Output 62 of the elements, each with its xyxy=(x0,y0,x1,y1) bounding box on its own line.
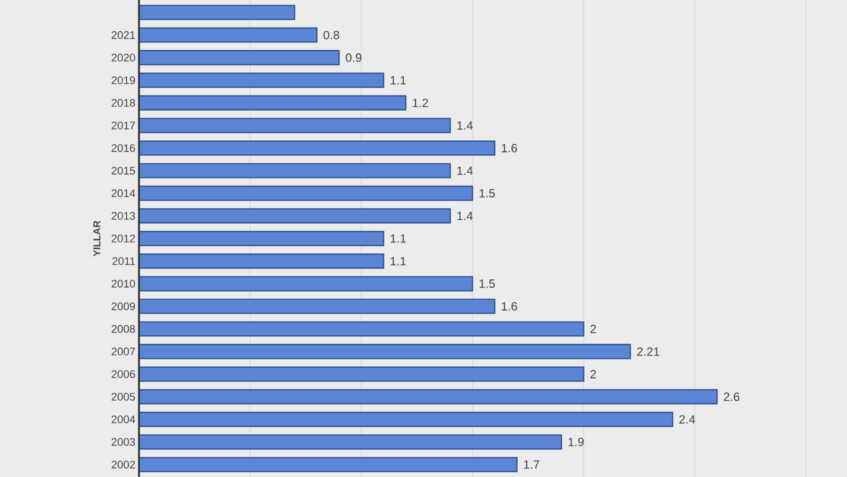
data-label: 1.6 xyxy=(502,302,518,311)
y-tick-label: 2021 xyxy=(112,31,135,39)
bar xyxy=(138,276,474,292)
bar xyxy=(138,140,496,156)
y-tick-label: 2020 xyxy=(112,54,136,62)
y-tick-label: 2014 xyxy=(112,189,136,198)
bar xyxy=(138,366,584,382)
bar xyxy=(138,27,318,43)
y-tick-label: 2016 xyxy=(112,144,135,152)
bar xyxy=(138,50,340,66)
y-tick-label: 2009 xyxy=(112,302,135,310)
y-tick-label: 2019 xyxy=(112,76,135,84)
y-tick-label: 2012 xyxy=(112,234,135,242)
y-tick-label: 2007 xyxy=(112,348,135,356)
data-label: 1.6 xyxy=(502,144,518,152)
data-label: 0.9 xyxy=(346,53,362,62)
bar xyxy=(138,456,518,472)
bar xyxy=(138,118,451,134)
data-label: 1.4 xyxy=(457,166,473,175)
bar xyxy=(138,72,384,88)
data-label: 2.21 xyxy=(637,347,660,356)
data-label: 1.9 xyxy=(568,438,584,446)
y-tick-label: 2015 xyxy=(112,166,136,175)
y-axis-title: YILLAR xyxy=(93,220,100,256)
y-tick-label: 2013 xyxy=(112,212,135,220)
bar xyxy=(138,344,631,360)
data-label: 2.4 xyxy=(679,415,696,424)
y-tick-label: 2004 xyxy=(112,415,136,424)
data-label: 1.2 xyxy=(412,98,428,108)
data-label: 1.5 xyxy=(480,189,495,198)
data-label: 1.4 xyxy=(457,121,473,130)
bar xyxy=(138,321,584,337)
bar xyxy=(138,230,384,246)
bar xyxy=(138,298,496,314)
data-label: 2 xyxy=(590,370,596,378)
y-tick-label: 2003 xyxy=(112,438,135,446)
bar xyxy=(138,95,406,110)
data-label: 1.1 xyxy=(390,257,406,266)
y-tick-label: 2017 xyxy=(112,122,135,130)
bar xyxy=(138,163,451,178)
bar xyxy=(138,434,562,450)
bar xyxy=(138,412,674,427)
data-label: 1.1 xyxy=(390,234,406,243)
bar xyxy=(138,186,474,201)
data-label: 0.8 xyxy=(324,30,340,40)
data-label: 2.6 xyxy=(724,392,740,401)
y-tick-label: 2008 xyxy=(112,325,135,333)
data-label: 1.7 xyxy=(524,460,540,469)
y-tick-label: 2010 xyxy=(112,280,136,288)
data-label: 1.5 xyxy=(480,280,495,288)
y-tick-label: 2018 xyxy=(112,98,135,107)
y-tick-label: 2011 xyxy=(112,257,135,265)
y-tick-label: 2005 xyxy=(112,392,136,401)
data-label: 2 xyxy=(590,324,596,334)
y-tick-label: 2002 xyxy=(112,460,135,468)
bar xyxy=(138,4,296,20)
y-tick-label: 2006 xyxy=(112,370,135,378)
bar xyxy=(138,254,384,269)
bar xyxy=(138,389,718,404)
bar xyxy=(138,208,451,224)
data-label: 1.4 xyxy=(457,212,473,220)
data-label: 1.1 xyxy=(390,76,406,84)
